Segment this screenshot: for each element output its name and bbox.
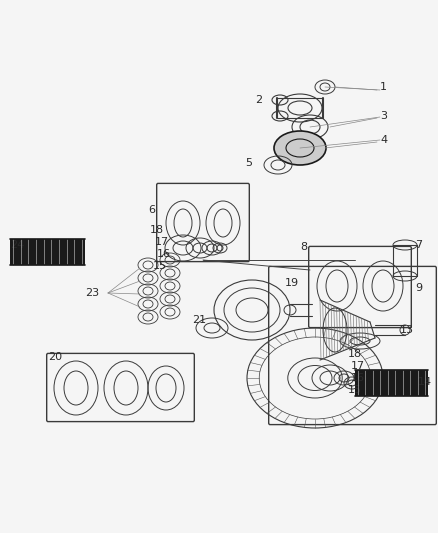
Text: 13: 13: [400, 325, 414, 335]
Text: 1: 1: [380, 82, 387, 92]
Text: 21: 21: [192, 315, 206, 325]
Text: 8: 8: [300, 242, 307, 252]
Text: 18: 18: [348, 349, 362, 359]
Text: 17: 17: [351, 361, 365, 371]
Text: 4: 4: [380, 135, 387, 145]
Text: 2: 2: [255, 95, 262, 105]
Text: 5: 5: [245, 158, 252, 168]
Text: 19: 19: [285, 278, 299, 288]
Text: 14: 14: [418, 377, 432, 387]
Text: 20: 20: [48, 352, 62, 362]
Text: 16: 16: [157, 249, 171, 259]
Text: 9: 9: [415, 283, 422, 293]
Text: 24: 24: [10, 240, 24, 250]
Bar: [355, 370, 428, 396]
Text: 18: 18: [150, 225, 164, 235]
Text: 15: 15: [153, 261, 167, 271]
Text: 17: 17: [155, 237, 169, 247]
Bar: [10, 239, 85, 265]
Text: 23: 23: [85, 288, 99, 298]
Text: 16: 16: [351, 373, 365, 383]
Text: 6: 6: [148, 205, 155, 215]
Text: 3: 3: [380, 111, 387, 121]
Text: 15: 15: [348, 385, 362, 395]
Text: 7: 7: [415, 240, 422, 250]
Ellipse shape: [274, 131, 326, 165]
